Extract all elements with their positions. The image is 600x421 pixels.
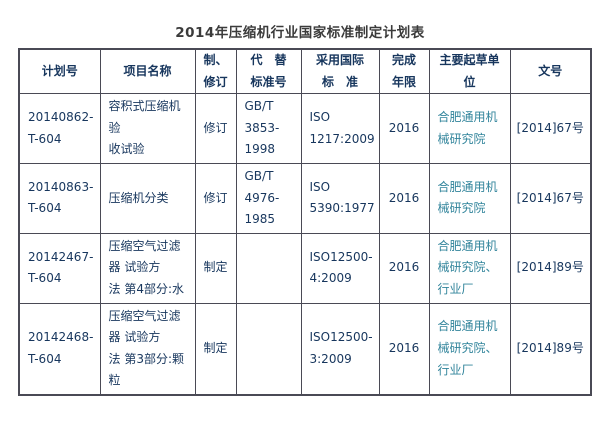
cell-new-or-revision: 修订 bbox=[194, 162, 237, 234]
cell-project-name: 压缩机分类 bbox=[99, 162, 196, 234]
cell-drafting-unit: 合肥通用机 械研究院 bbox=[428, 162, 511, 234]
column-header-project-name: 项目名称 bbox=[99, 48, 196, 95]
table-row: 20140863- T-604 压缩机分类 修订 GB/T 4976- 1985 ISO… bbox=[18, 162, 592, 234]
cell-intl-standard: ISO 1217:2009 bbox=[300, 93, 380, 164]
table-row: 20140862- T-604 容积式压缩机验 收试验 修订 GB/T 3853- 1… bbox=[18, 93, 592, 164]
cell-replaced-std-no bbox=[235, 302, 302, 396]
cell-doc-no: [2014]89号 bbox=[509, 232, 592, 304]
cell-completion-year: 2016 bbox=[378, 93, 430, 164]
cell-project-name: 压缩空气过滤 器 试验方 法 第4部分:水 bbox=[99, 232, 196, 304]
table-row: 20142468- T-604 压缩空气过滤 器 试验方 法 第3部分:颗 粒制定… bbox=[18, 302, 592, 396]
column-header-drafting-unit: 主要起草单 位 bbox=[428, 48, 511, 95]
cell-new-or-revision: 制定 bbox=[194, 302, 237, 396]
cell-completion-year: 2016 bbox=[378, 302, 430, 396]
cell-completion-year: 2016 bbox=[378, 232, 430, 304]
page: 2014年压缩机行业国家标准制定计划表 计划号 项目名称 制、 修订代 替 标准号采… bbox=[0, 21, 600, 396]
cell-drafting-unit: 合肥通用机 械研究院 bbox=[428, 93, 511, 164]
cell-replaced-std-no: GB/T 4976- 1985 bbox=[235, 162, 302, 234]
cell-project-name: 容积式压缩机验 收试验 bbox=[99, 93, 196, 164]
cell-plan-no: 20142467- T-604 bbox=[18, 232, 101, 304]
page-title: 2014年压缩机行业国家标准制定计划表 bbox=[175, 25, 425, 41]
cell-drafting-unit: 合肥通用机 械研究院、 行业厂 bbox=[428, 302, 511, 396]
column-header-replaced-std-no: 代 替 标准号 bbox=[235, 48, 302, 95]
column-header-new-or-revision: 制、 修订 bbox=[194, 48, 237, 95]
cell-doc-no: [2014]67号 bbox=[509, 93, 592, 164]
cell-intl-standard: ISO 5390:1977 bbox=[300, 162, 380, 234]
column-header-plan-no: 计划号 bbox=[18, 48, 101, 95]
cell-plan-no: 20140863- T-604 bbox=[18, 162, 101, 234]
cell-plan-no: 20142468- T-604 bbox=[18, 302, 101, 396]
cell-doc-no: [2014]89号 bbox=[509, 302, 592, 396]
cell-drafting-unit: 合肥通用机 械研究院、 行业厂 bbox=[428, 232, 511, 304]
cell-doc-no: [2014]67号 bbox=[509, 162, 592, 234]
cell-intl-standard: ISO12500- 3:2009 bbox=[300, 302, 380, 396]
cell-replaced-std-no: GB/T 3853- 1998 bbox=[235, 93, 302, 164]
column-header-completion-year: 完成 年限 bbox=[378, 48, 430, 95]
standards-plan-table: 计划号 项目名称 制、 修订代 替 标准号 采用国际 标 准完成 年限 主要起草单 位文… bbox=[18, 48, 592, 396]
table-header-row: 计划号 项目名称 制、 修订代 替 标准号 采用国际 标 准完成 年限 主要起草单 位文… bbox=[18, 48, 592, 95]
cell-plan-no: 20140862- T-604 bbox=[18, 93, 101, 164]
column-header-intl-standard: 采用国际 标 准 bbox=[300, 48, 380, 95]
column-header-doc-no: 文号 bbox=[509, 48, 592, 95]
cell-project-name: 压缩空气过滤 器 试验方 法 第3部分:颗 粒 bbox=[99, 302, 196, 396]
cell-new-or-revision: 制定 bbox=[194, 232, 237, 304]
cell-replaced-std-no bbox=[235, 232, 302, 304]
cell-new-or-revision: 修订 bbox=[194, 93, 237, 164]
cell-intl-standard: ISO12500- 4:2009 bbox=[300, 232, 380, 304]
table-row: 20142467- T-604 压缩空气过滤 器 试验方 法 第4部分:水 制定 IS… bbox=[18, 232, 592, 304]
table-body: 20140862- T-604 容积式压缩机验 收试验 修订 GB/T 3853- 1… bbox=[18, 93, 592, 396]
cell-completion-year: 2016 bbox=[378, 162, 430, 234]
